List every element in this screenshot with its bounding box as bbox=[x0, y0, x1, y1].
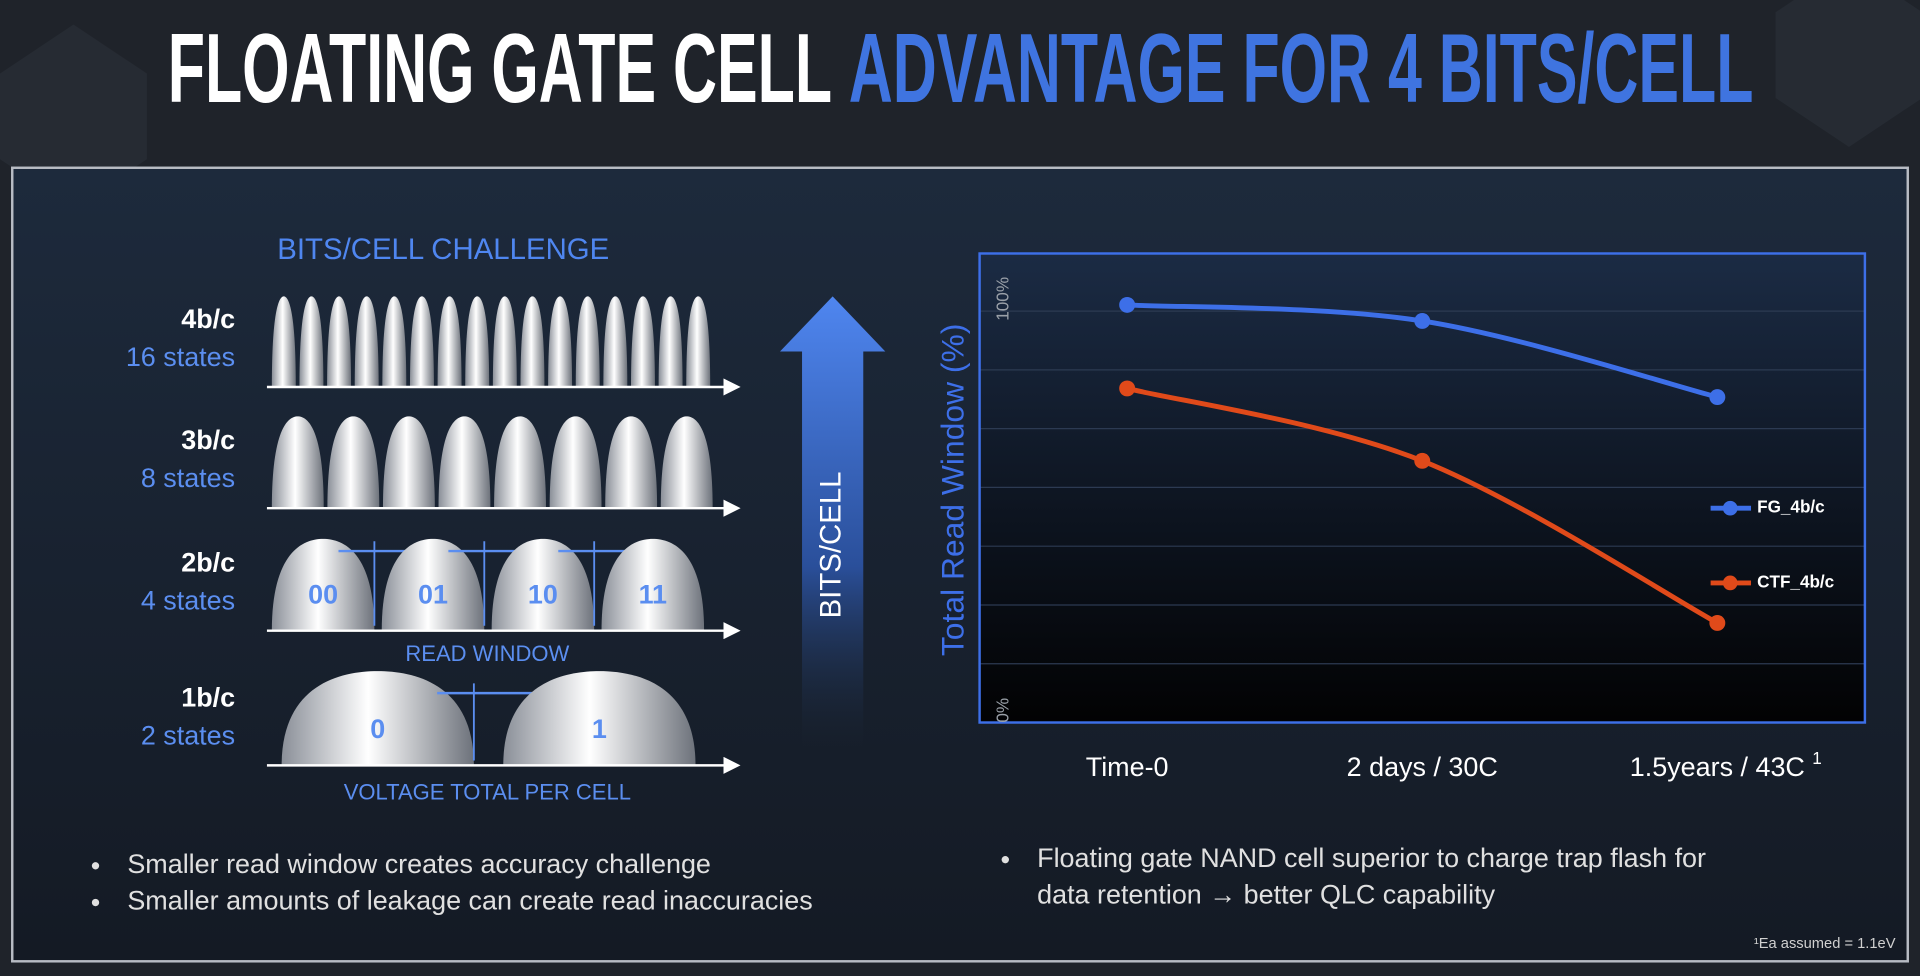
state-distribution bbox=[601, 538, 705, 631]
state-distribution bbox=[382, 416, 435, 509]
state-distribution bbox=[465, 296, 490, 387]
data-point bbox=[1119, 296, 1136, 313]
data-point bbox=[1709, 389, 1726, 406]
title-white: FLOATING GATE CELL bbox=[168, 13, 832, 123]
state-label: 10 bbox=[528, 579, 558, 609]
state-distribution bbox=[630, 296, 655, 387]
y-axis-label: Total Read Window (%) bbox=[935, 324, 971, 657]
state-label: 01 bbox=[418, 579, 448, 609]
bullet-text: Floating gate NAND cell superior to char… bbox=[1037, 843, 1706, 873]
plot-border bbox=[978, 252, 1867, 724]
legend-marker bbox=[1722, 500, 1738, 516]
data-point bbox=[1709, 614, 1726, 631]
data-point bbox=[1414, 313, 1431, 329]
data-point bbox=[1119, 380, 1136, 397]
state-distribution bbox=[437, 296, 462, 387]
voltage-label: VOLTAGE TOTAL PER CELL bbox=[344, 779, 631, 804]
x-tick-label: Time-0 bbox=[1086, 752, 1169, 782]
state-distribution bbox=[327, 416, 380, 509]
footnote: ¹Ea assumed = 1.1eV bbox=[1754, 936, 1896, 952]
state-distribution bbox=[491, 538, 595, 631]
y-tick-label: 100% bbox=[993, 277, 1013, 321]
state-distribution bbox=[281, 671, 474, 766]
state-label: 1 bbox=[592, 714, 607, 744]
state-distribution bbox=[438, 416, 491, 509]
y-tick-label: 0% bbox=[993, 698, 1013, 723]
row-states: 4 states bbox=[141, 586, 235, 616]
state-distribution bbox=[548, 296, 573, 387]
footnote-marker: 1 bbox=[1812, 748, 1822, 768]
state-distribution bbox=[686, 296, 711, 387]
x-tick-label: 2 days / 30C bbox=[1347, 752, 1498, 782]
state-distribution bbox=[605, 416, 658, 509]
arrow-label: BITS/CELL bbox=[814, 471, 847, 618]
state-distribution bbox=[299, 296, 324, 387]
state-distribution bbox=[503, 671, 696, 766]
title-blue: ADVANTAGE FOR 4 BITS/CELL bbox=[849, 13, 1754, 123]
slide-title: FLOATING GATE CELLADVANTAGE FOR 4 BITS/C… bbox=[168, 13, 1754, 123]
state-distribution bbox=[492, 296, 517, 387]
bullet-dot bbox=[91, 862, 100, 870]
state-distribution bbox=[603, 296, 628, 387]
state-distribution bbox=[382, 296, 407, 387]
state-distribution bbox=[271, 416, 324, 509]
bullet-text: Smaller amounts of leakage can create re… bbox=[127, 886, 812, 916]
state-distribution bbox=[660, 416, 713, 509]
state-distribution bbox=[575, 296, 600, 387]
state-label: 11 bbox=[639, 579, 667, 609]
data-point bbox=[1414, 452, 1431, 469]
state-distribution bbox=[354, 296, 379, 387]
state-distribution bbox=[271, 296, 296, 387]
hex-decoration bbox=[0, 24, 147, 209]
read-window-label: READ WINDOW bbox=[405, 641, 569, 666]
bits-arrow bbox=[780, 296, 886, 748]
row-label: 1b/c bbox=[181, 682, 235, 712]
row-states: 2 states bbox=[141, 720, 235, 750]
legend-label: FG_4b/c bbox=[1757, 497, 1825, 517]
row-states: 8 states bbox=[141, 463, 235, 493]
bullet-dot bbox=[91, 898, 100, 907]
row-states: 16 states bbox=[126, 342, 235, 372]
state-distribution bbox=[494, 416, 546, 509]
bullet-text: Smaller read window creates accuracy cha… bbox=[127, 849, 711, 879]
row-label: 4b/c bbox=[181, 304, 235, 334]
legend-marker bbox=[1722, 575, 1738, 591]
state-label: 0 bbox=[370, 714, 385, 744]
state-distribution bbox=[520, 296, 545, 387]
state-distribution bbox=[271, 538, 375, 631]
x-tick-label: 1.5years / 43C bbox=[1630, 752, 1805, 782]
hex-decoration bbox=[1775, 0, 1920, 147]
row-label: 3b/c bbox=[181, 425, 235, 455]
state-distribution bbox=[658, 296, 683, 387]
bullet-dot bbox=[1001, 855, 1009, 864]
state-label: 00 bbox=[308, 579, 338, 609]
state-distribution bbox=[409, 296, 434, 387]
state-distribution bbox=[549, 416, 602, 509]
diagram-title: BITS/CELL CHALLENGE bbox=[277, 233, 609, 266]
legend-label: CTF_4b/c bbox=[1757, 571, 1835, 591]
bullet-text: data retention → better QLC capability bbox=[1037, 880, 1495, 910]
state-distribution bbox=[381, 538, 485, 631]
state-distribution bbox=[327, 296, 352, 387]
row-label: 2b/c bbox=[181, 548, 235, 578]
